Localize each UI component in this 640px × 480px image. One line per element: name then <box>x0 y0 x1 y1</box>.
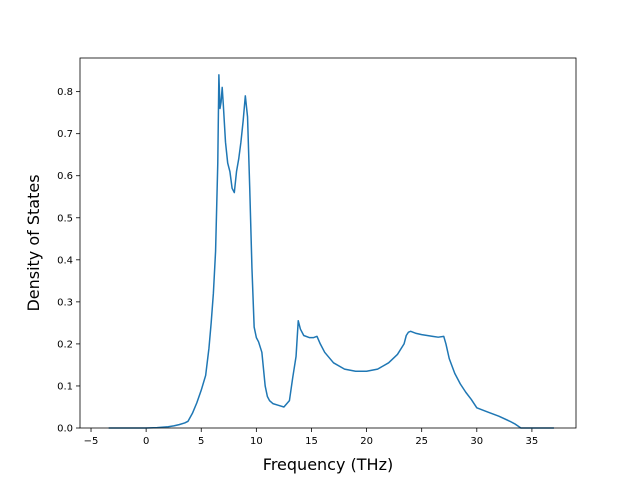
y-tick-label: 0.5 <box>57 213 73 224</box>
x-tick-label: −5 <box>84 436 99 447</box>
x-tick-label: 5 <box>198 436 204 447</box>
dos-series-line <box>108 74 554 429</box>
x-tick-label: 35 <box>526 436 539 447</box>
x-axis-ticks: −5 0 5 10 15 20 25 30 35 <box>84 428 539 447</box>
x-tick-label: 10 <box>250 436 263 447</box>
y-axis-ticks: 0.0 0.1 0.2 0.3 0.4 0.5 0.6 0.7 0.8 <box>57 87 80 435</box>
y-tick-label: 0.3 <box>57 297 73 308</box>
y-tick-label: 0.0 <box>57 424 73 435</box>
y-tick-label: 0.2 <box>57 339 73 350</box>
x-axis-label: Frequency (THz) <box>263 455 393 474</box>
y-tick-label: 0.4 <box>57 255 73 266</box>
y-tick-label: 0.7 <box>57 129 73 140</box>
x-tick-label: 15 <box>305 436 318 447</box>
y-tick-label: 0.1 <box>57 381 73 392</box>
x-tick-label: 30 <box>470 436 483 447</box>
y-axis-label: Density of States <box>24 174 43 311</box>
plot-background <box>80 58 576 428</box>
x-tick-label: 25 <box>415 436 428 447</box>
y-tick-label: 0.8 <box>57 87 73 98</box>
x-tick-label: 20 <box>360 436 373 447</box>
plot-frame <box>79 57 577 429</box>
x-tick-label: 0 <box>143 436 149 447</box>
y-tick-label: 0.6 <box>57 171 73 182</box>
